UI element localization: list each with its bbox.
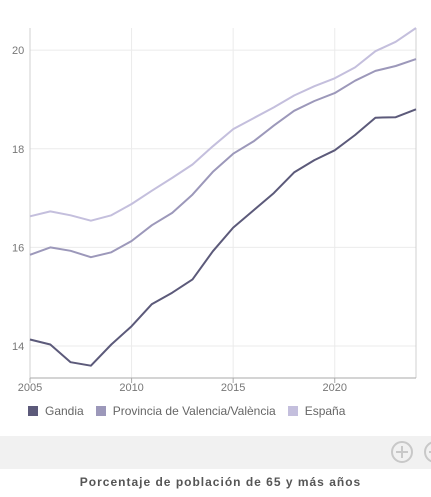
grid-lines: [29, 28, 416, 378]
series-lines: [29, 27, 417, 367]
series-line-provincia-de-valencia-val-ncia[interactable]: [29, 58, 417, 259]
legend-item-gandia[interactable]: Gandia: [28, 404, 84, 418]
legend-label-gandia: Gandia: [45, 404, 84, 418]
plus-circle-icon[interactable]: [391, 441, 413, 463]
legend: Gandia Provincia de Valencia/València Es…: [28, 404, 357, 418]
y-tick-14: 14: [12, 341, 24, 353]
zoom-toolbar: [0, 436, 431, 469]
x-tick-2010: 2010: [119, 382, 143, 394]
legend-label-provincia: Provincia de Valencia/València: [112, 404, 276, 418]
axes: [29, 28, 417, 383]
y-tick-18: 18: [12, 144, 24, 156]
legend-item-provincia[interactable]: Provincia de Valencia/València: [95, 404, 276, 418]
legend-swatch-espana: [287, 406, 298, 416]
y-tick-16: 16: [12, 242, 24, 254]
legend-item-espana[interactable]: España: [287, 404, 346, 418]
legend-swatch-gandia: [28, 406, 38, 416]
x-tick-2020: 2020: [322, 382, 346, 394]
chart-caption: Porcentaje de población de 65 y más años: [79, 475, 362, 489]
y-tick-20: 20: [12, 45, 24, 57]
legend-swatch-provincia: [95, 406, 106, 416]
series-line-gandia[interactable]: [29, 108, 417, 367]
line-chart: 14 16 18 20 2005 2010 2015 2020: [12, 27, 417, 394]
series-line-espa-a[interactable]: [29, 27, 417, 222]
tick-labels: 14 16 18 20 2005 2010 2015 2020: [12, 45, 347, 394]
legend-label-espana: España: [304, 404, 346, 418]
x-tick-2005: 2005: [18, 382, 42, 394]
x-tick-2015: 2015: [221, 382, 245, 394]
